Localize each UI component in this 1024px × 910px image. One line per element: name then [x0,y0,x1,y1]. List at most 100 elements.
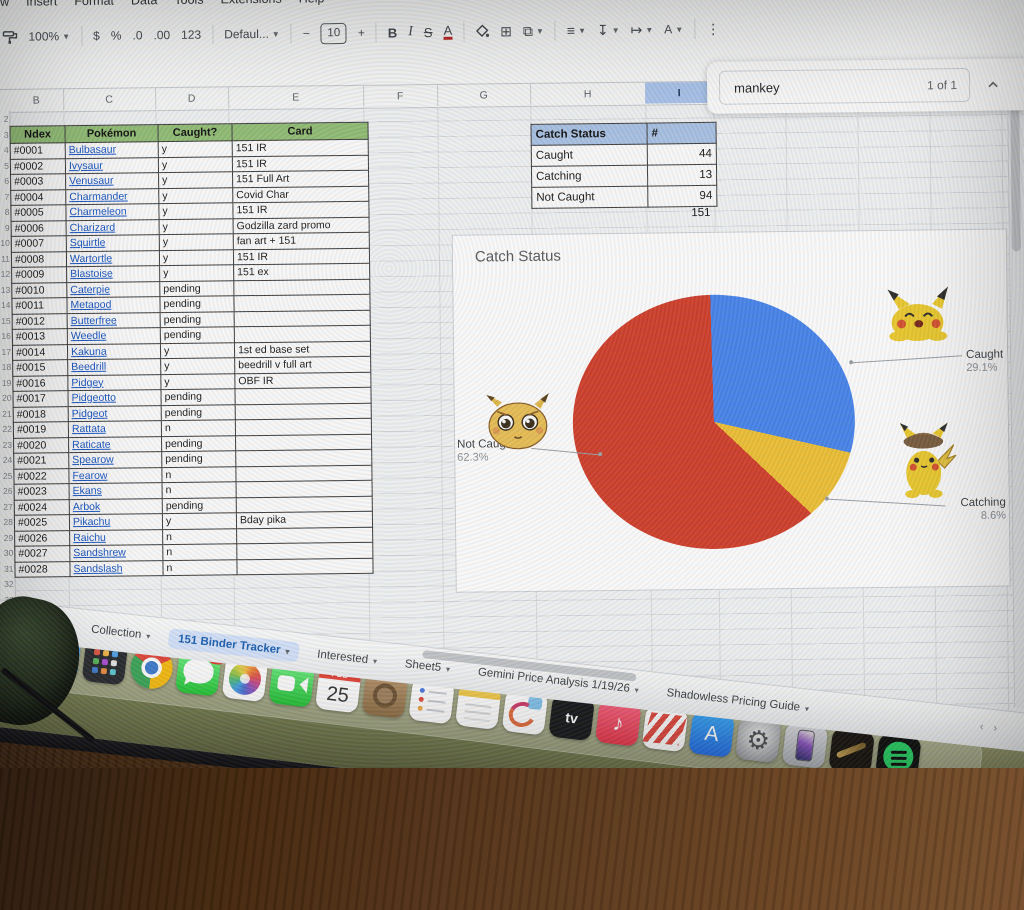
ndex-cell[interactable]: #0003 [10,173,66,190]
row-number-22[interactable]: 22 [2,423,12,434]
card-cell[interactable]: OBF IR [234,371,371,389]
pokemon-link[interactable]: Metapod [70,298,112,312]
menu-item-format[interactable]: Format [74,0,115,9]
spotify-icon[interactable] [874,733,922,768]
pokemon-link[interactable]: Squirtle [69,236,106,250]
pokemon-cell[interactable]: Beedrill [67,358,161,376]
text-wrap-button[interactable]: ↦ ▼ [630,21,654,38]
card-cell[interactable] [235,449,372,467]
pie-chart-panel[interactable]: Catch Status Caught 29.1% Catching 8.6% Not … [451,228,1011,593]
caught-cell[interactable]: y [158,171,233,189]
column-header-B[interactable]: B [9,89,65,111]
ndex-cell[interactable]: #0009 [11,266,67,283]
pokemon-cell[interactable]: Bulbasaur [65,141,159,159]
column-header-C[interactable]: C [63,88,157,111]
caught-cell[interactable]: y [162,512,237,530]
pokemon-cell[interactable]: Raichu [69,529,163,546]
pokemon-link[interactable]: Charizard [69,221,116,234]
row-number-19[interactable]: 19 [1,377,12,388]
status-count-cell[interactable]: 13 [647,164,717,187]
caught-cell[interactable]: pending [160,326,235,344]
increase-decimal-button[interactable]: .00 [153,28,171,43]
menu-item-data[interactable]: Data [130,0,158,8]
menu-item-insert[interactable]: Insert [26,0,58,9]
card-cell[interactable] [236,526,373,544]
row-number-32[interactable]: 32 [4,578,14,589]
pokemon-cell[interactable]: Raticate [68,436,162,453]
ndex-cell[interactable]: #0025 [14,514,70,531]
ndex-cell[interactable]: #0005 [10,204,67,221]
pokemon-link[interactable]: Venusaur [69,174,114,188]
row-number-13[interactable]: 13 [0,284,11,295]
find-previous-button[interactable] [980,72,1006,98]
row-number-15[interactable]: 15 [1,315,11,326]
pokemon-cell[interactable]: Ivysaur [65,157,159,174]
card-cell[interactable]: Covid Char [232,185,369,203]
ndex-cell[interactable]: #0014 [12,344,68,361]
pokemon-cell[interactable]: Fearow [68,467,163,484]
pokemon-cell[interactable]: Butterfree [67,312,161,329]
caught-cell[interactable]: n [162,559,238,576]
status-count-cell[interactable]: 94 [647,185,717,208]
pokemon-cell[interactable]: Pidgeotto [67,389,162,407]
row-number-25[interactable]: 25 [2,470,13,481]
column-header-E[interactable]: E [228,85,365,109]
caught-cell[interactable]: n [162,528,237,545]
pokemon-cell[interactable]: Blastoise [66,265,160,283]
row-number-2[interactable]: 2 [3,113,9,124]
row-number-12[interactable]: 12 [0,268,11,279]
tab-scroll-arrows[interactable]: ‹› [979,720,1008,736]
pokemon-link[interactable]: Kakuna [70,345,107,358]
find-input[interactable] [731,77,847,97]
pokemon-cell[interactable]: Pikachu [69,513,163,531]
find-next-button[interactable] [1016,71,1024,97]
ndex-cell[interactable]: #0019 [13,421,69,438]
status-label-cell[interactable]: Not Caught [531,186,648,209]
ndex-cell[interactable]: #0001 [10,142,66,159]
caught-cell[interactable]: y [160,342,235,359]
pokemon-link[interactable]: Pidgey [71,376,104,389]
ndex-cell[interactable]: #0012 [12,313,68,330]
column-header-F[interactable]: F [363,84,439,107]
ndex-cell[interactable]: #0008 [11,251,67,268]
ndex-cell[interactable]: #0007 [11,235,67,252]
card-cell[interactable] [236,495,373,513]
ndex-cell[interactable]: #0028 [14,561,71,578]
card-cell[interactable]: 151 IR [232,154,369,172]
menu-item-help[interactable]: Help [299,0,325,6]
column-header-D[interactable]: D [155,87,230,110]
card-cell[interactable] [235,464,373,482]
ndex-cell[interactable]: #0018 [13,406,69,423]
row-number-17[interactable]: 17 [1,346,12,357]
pokemon-link[interactable]: Blastoise [70,267,113,281]
pokemon-link[interactable]: Weedle [70,329,107,343]
card-cell[interactable]: 151 IR [232,139,369,157]
pokemon-link[interactable]: Pikachu [72,515,111,529]
borders-button[interactable]: ⊞ [500,22,513,39]
ndex-cell[interactable]: #0013 [12,328,68,345]
caught-cell[interactable]: y [159,264,234,282]
pokemon-cell[interactable]: Pidgeot [68,405,162,422]
pokemon-cell[interactable]: Rattata [68,420,162,438]
caught-cell[interactable]: pending [159,280,234,297]
row-number-28[interactable]: 28 [3,516,14,527]
pokemon-link[interactable]: Sandshrew [73,546,126,560]
caught-cell[interactable]: y [158,187,233,204]
pokemon-link[interactable]: Charmander [69,189,128,203]
pokemon-link[interactable]: Caterpie [70,283,111,296]
ndex-cell[interactable]: #0015 [12,359,68,376]
pokemon-cell[interactable]: Spearow [68,451,162,469]
column-header-G[interactable]: G [437,83,532,106]
font-select[interactable]: Defaul... ▼ [224,26,280,42]
card-cell[interactable] [233,294,371,312]
card-cell[interactable] [235,433,372,451]
row-number-14[interactable]: 14 [0,299,11,310]
card-cell[interactable]: 151 Full Art [232,170,369,188]
ndex-cell[interactable]: #0006 [11,220,67,237]
pokemon-cell[interactable]: Arbok [69,498,163,515]
format-painter-button[interactable] [2,29,18,44]
decrease-font-size-button[interactable]: − [302,26,310,41]
caught-cell[interactable]: y [158,202,234,220]
more-formats-button[interactable]: 123 [181,27,202,42]
row-number-5[interactable]: 5 [4,160,9,171]
